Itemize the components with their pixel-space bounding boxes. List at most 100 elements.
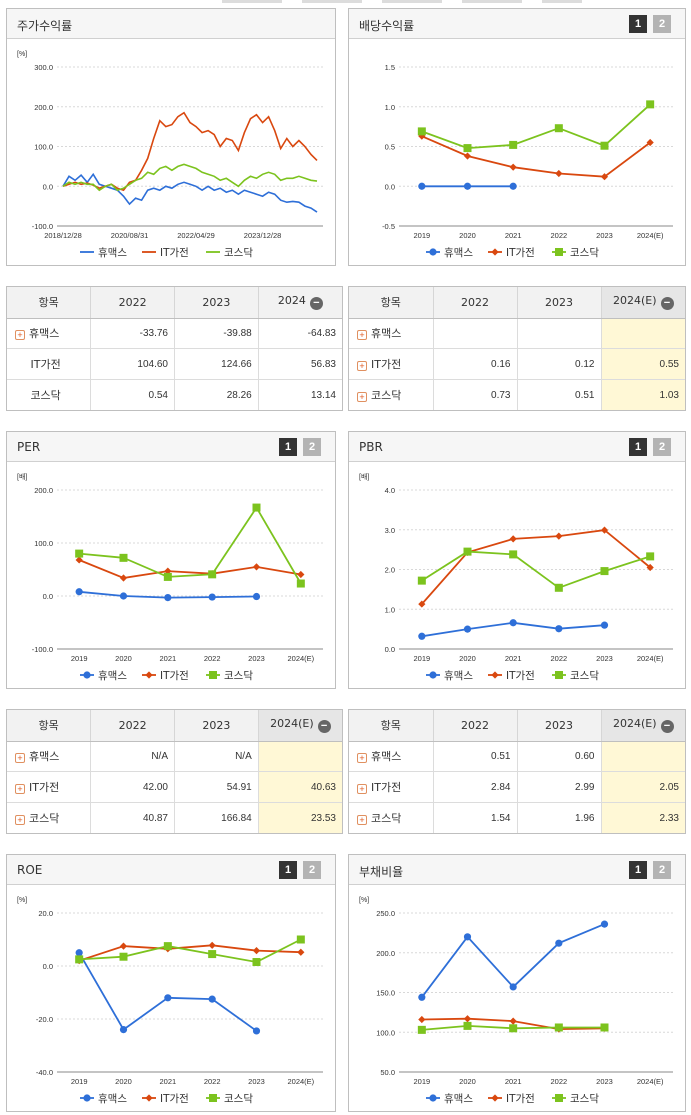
data-point xyxy=(119,574,128,582)
data-point xyxy=(555,532,563,540)
page-1-button[interactable]: 1 xyxy=(279,438,297,456)
y-tick-label: 3.0 xyxy=(385,526,395,535)
legend-item: 코스닥 xyxy=(206,670,253,682)
expand-icon[interactable]: + xyxy=(357,361,367,372)
legend-marker xyxy=(429,248,437,256)
y-tick-label: 100.0 xyxy=(376,1028,395,1037)
row-label: + 휴맥스 xyxy=(7,318,91,350)
table-cell: -33.76 xyxy=(90,318,175,350)
series-line xyxy=(421,135,651,178)
table-cell: 13.14 xyxy=(257,379,342,410)
page-1-button[interactable]: 1 xyxy=(629,861,647,879)
y-tick-label: 0.0 xyxy=(43,962,53,971)
x-tick-label: 2022 xyxy=(550,231,567,240)
expand-icon[interactable]: + xyxy=(15,753,25,764)
collapse-icon[interactable]: − xyxy=(660,720,674,734)
data-point xyxy=(554,1023,563,1032)
y-tick-label: 100.0 xyxy=(34,143,53,152)
expand-icon[interactable]: + xyxy=(357,784,367,795)
data-point xyxy=(297,570,305,579)
legend-label: IT가전 xyxy=(160,247,189,259)
data-point xyxy=(417,576,426,585)
table-cell xyxy=(516,318,601,350)
data-point xyxy=(252,503,261,512)
header-label: 2024 xyxy=(277,294,306,308)
expand-icon[interactable]: + xyxy=(15,784,25,795)
data-point xyxy=(119,592,128,600)
y-tick-label: 200.0 xyxy=(34,103,53,112)
header-year: 2023 xyxy=(516,710,601,742)
legend-label: 휴맥스 xyxy=(98,247,127,259)
series-line xyxy=(78,944,301,962)
series-휴맥스 xyxy=(62,172,318,213)
legend-item: 휴맥스 xyxy=(426,1093,473,1105)
page-2-button[interactable]: 2 xyxy=(653,15,671,33)
data-point xyxy=(463,1021,472,1030)
legend-marker xyxy=(491,671,499,679)
header-year: 2024(E) − xyxy=(600,287,685,319)
panel-title: 주가수익률 xyxy=(17,19,73,33)
data-point xyxy=(509,550,518,559)
expand-icon[interactable]: + xyxy=(357,330,367,341)
header-label: 2024(E) xyxy=(612,294,657,308)
row-label-text: IT가전 xyxy=(371,781,402,795)
table-stock-return: 항목 2022 2023 2024− + 휴맥스 -33.76 -39.88 -64.83 IT가… xyxy=(6,286,343,411)
header-item: 항목 xyxy=(7,710,91,742)
page-2-button[interactable]: 2 xyxy=(653,438,671,456)
page-2-button[interactable]: 2 xyxy=(653,861,671,879)
legend-item: IT가전 xyxy=(488,1093,535,1105)
table-row: + 코스닥 40.87 166.84 23.53 xyxy=(7,802,342,833)
legend-marker xyxy=(429,1094,437,1102)
table-row: + 휴맥스 0.51 0.60 xyxy=(349,741,685,773)
table-cell: 124.66 xyxy=(174,348,259,381)
table-per: 항목 2022 2023 2024(E) − + 휴맥스 N/A N/A + IT가전 42.00 54… xyxy=(6,709,343,834)
legend-label: 휴맥스 xyxy=(444,247,473,259)
data-point xyxy=(418,1015,426,1024)
table-cell: 40.87 xyxy=(90,802,175,833)
expand-icon[interactable]: + xyxy=(15,815,25,826)
data-table: 항목 2022 2023 2024(E) − + 휴맥스 + IT가전 0.16 0.12 0.55 +… xyxy=(349,287,685,410)
legend-label: IT가전 xyxy=(160,1093,189,1105)
data-point xyxy=(163,942,172,951)
expand-icon[interactable]: + xyxy=(357,753,367,764)
legend-label: 코스닥 xyxy=(224,1093,253,1105)
chart-svg: [%] 250.0 200.0 150.0 100.0 50.0 2019 2020 2021 2… xyxy=(359,897,673,1105)
series-line xyxy=(421,550,651,589)
table-cell: 2.99 xyxy=(516,771,601,804)
data-point xyxy=(600,920,609,928)
page-1-button[interactable]: 1 xyxy=(629,15,647,33)
page-1-button[interactable]: 1 xyxy=(279,861,297,879)
x-tick-label: 2019 xyxy=(413,654,430,663)
legend-marker xyxy=(555,1094,563,1102)
legend-item: 휴맥스 xyxy=(80,1093,127,1105)
expand-icon[interactable]: + xyxy=(357,815,367,826)
legend-label: 휴맥스 xyxy=(444,1093,473,1105)
table-cell: 0.60 xyxy=(516,741,601,773)
expand-icon[interactable]: + xyxy=(15,330,25,341)
data-point xyxy=(600,621,609,629)
y-tick-label: 200.0 xyxy=(376,949,395,958)
data-point xyxy=(463,547,472,556)
header-year: 2022 xyxy=(90,287,175,319)
page-1-button[interactable]: 1 xyxy=(629,438,647,456)
page-2-button[interactable]: 2 xyxy=(303,861,321,879)
collapse-icon[interactable]: − xyxy=(317,720,331,734)
collapse-icon[interactable]: − xyxy=(309,297,323,311)
page-2-button[interactable]: 2 xyxy=(303,438,321,456)
collapse-icon[interactable]: − xyxy=(660,297,674,311)
legend-label: IT가전 xyxy=(506,247,535,259)
chart-svg: [배] 200.0 100.0 0.0 -100.0 2019 2020 2021 2022 20… xyxy=(17,472,323,682)
legend-item: 휴맥스 xyxy=(426,670,473,682)
legend-label: IT가전 xyxy=(160,670,189,682)
data-point xyxy=(252,563,261,571)
table-pbr: 항목 2022 2023 2024(E) − + 휴맥스 0.51 0.60 + IT가전 2.84 2… xyxy=(348,709,686,834)
header-year: 2023 xyxy=(174,287,259,319)
data-point xyxy=(417,127,426,136)
y-tick-label: -100.0 xyxy=(32,645,53,654)
x-tick-label: 2022 xyxy=(204,654,221,663)
expand-icon[interactable]: + xyxy=(357,392,367,403)
table-cell: 0.54 xyxy=(90,379,175,410)
